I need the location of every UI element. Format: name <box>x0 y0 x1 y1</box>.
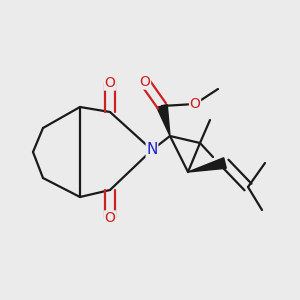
Text: N: N <box>146 142 158 158</box>
Text: O: O <box>105 211 116 225</box>
Text: O: O <box>140 75 150 89</box>
Polygon shape <box>157 105 170 136</box>
Text: O: O <box>105 76 116 90</box>
Text: O: O <box>190 97 200 111</box>
Polygon shape <box>188 158 226 172</box>
